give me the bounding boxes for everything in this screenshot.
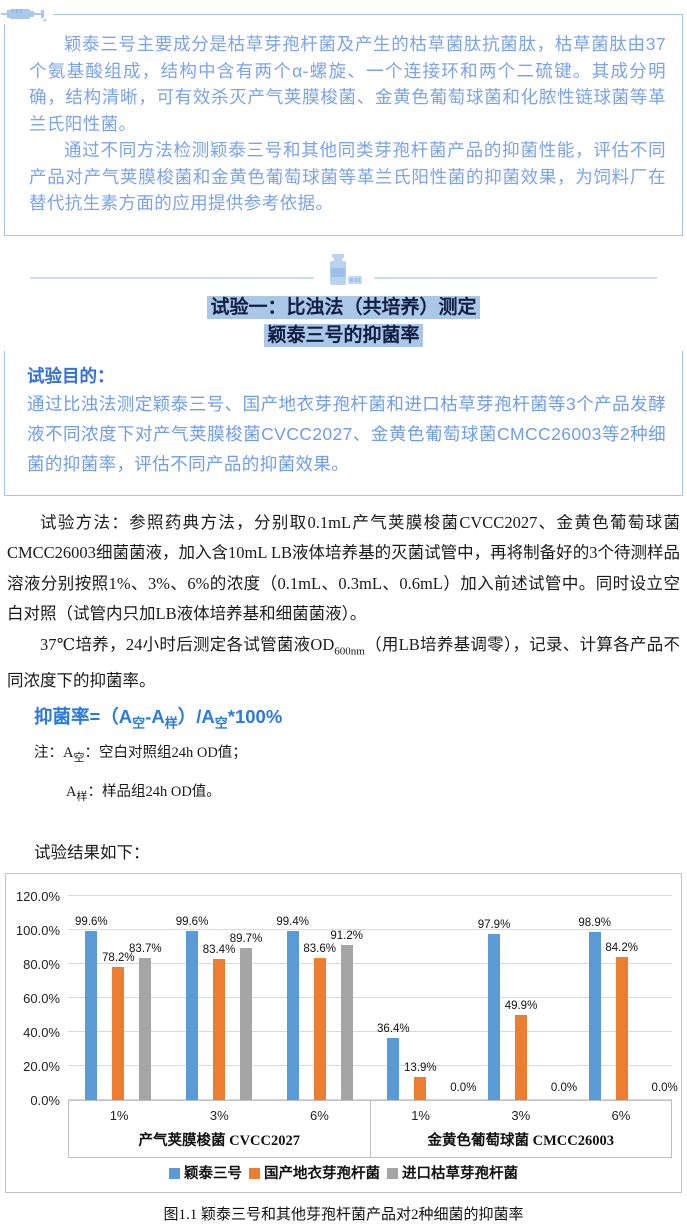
method-paragraph-2: 37℃培养，24小时后测定各试管菌液OD600nm（用LB培养基调零），记录、计… xyxy=(7,634,680,691)
gridline xyxy=(68,929,672,931)
bar-value-label: 49.9% xyxy=(504,1000,538,1013)
bar-value-label: 83.7% xyxy=(129,942,162,955)
gridline xyxy=(68,895,672,897)
figure-caption: 图1.1 颖泰三号和其他芽孢杆菌产品对2种细菌的抑菌率 xyxy=(163,1207,524,1224)
legend-swatch xyxy=(169,1168,180,1180)
chart-plot: 99.6% 99.6% 99.4% 36.4% 97.9% 98.9% 78.2% 83.4%… xyxy=(68,895,678,1101)
section-title-line-1: 试验一：比浊法（共培养）测定 xyxy=(0,294,687,322)
bar-value-label: 97.9% xyxy=(477,918,511,931)
purpose-label: 试验目的： xyxy=(27,365,115,386)
y-tick-label: 120.0% xyxy=(15,889,60,905)
chart-y-axis: 0.0% 20.0% 40.0% 60.0% 80.0% 100.0% 120.0% xyxy=(6,889,62,1108)
method-section: 试验方法：参照药典方法，分别取0.1mL产气荚膜梭菌CVCC2027、金黄色葡萄… xyxy=(7,508,680,697)
inhibition-rate-formula: 抑菌率=（A空-A样）/A空*100% xyxy=(34,705,283,731)
bar-国产地衣芽孢杆菌-5 xyxy=(615,957,628,1101)
legend-item: 颖泰三号 xyxy=(169,1162,242,1183)
x-tick-label: 6% xyxy=(310,1107,329,1123)
gridline xyxy=(68,963,672,965)
bar-value-label: 83.6% xyxy=(303,943,336,956)
syringe-icon xyxy=(1,6,53,24)
bar-进口枯草芽孢杆菌-2 xyxy=(340,945,353,1101)
inhibition-chart: 0.0% 20.0% 40.0% 60.0% 80.0% 100.0% 120.0% 99.… xyxy=(5,873,682,1194)
x-axis-group-cell: 1% 3% 6% 金黄色葡萄球菌 CMCC26003 xyxy=(371,1101,672,1157)
bar-value-label: 0.0% xyxy=(550,1082,578,1095)
bar-value-label: 91.2% xyxy=(330,930,363,943)
bar-value-label: 99.4% xyxy=(276,916,309,929)
legend-swatch xyxy=(249,1168,260,1180)
bar-value-label: 89.7% xyxy=(229,932,263,945)
x-tick-row: 1% 3% 6% xyxy=(371,1101,672,1129)
bar-value-label: 0.0% xyxy=(450,1082,477,1095)
bar-进口枯草芽孢杆菌-1 xyxy=(240,947,252,1101)
bar-颖泰三号-5 xyxy=(588,932,601,1101)
x-tick-label: 1% xyxy=(109,1107,129,1123)
section-divider xyxy=(0,250,687,294)
chart-x-axis: 1% 3% 6% 产气荚膜梭菌 CVCC2027 1% 3% 6% 金黄色葡萄球菌 CMCC2… xyxy=(68,1100,672,1159)
bar-颖泰三号-3 xyxy=(387,1038,400,1101)
x-tick-row: 1% 3% 6% xyxy=(69,1101,370,1129)
bar-国产地衣芽孢杆菌-2 xyxy=(313,958,326,1101)
y-tick-label: 100.0% xyxy=(15,923,60,939)
x-tick-label: 3% xyxy=(511,1107,531,1123)
y-tick-label: 80.0% xyxy=(23,957,60,973)
bar-value-label: 84.2% xyxy=(605,942,638,955)
legend-swatch xyxy=(387,1168,398,1180)
y-tick-label: 40.0% xyxy=(23,1025,60,1041)
bar-value-label: 0.0% xyxy=(651,1082,678,1095)
x-tick-label: 1% xyxy=(411,1107,430,1123)
x-axis-group-cell: 1% 3% 6% 产气荚膜梭菌 CVCC2027 xyxy=(69,1101,371,1158)
legend-item: 进口枯草芽孢杆菌 xyxy=(387,1162,518,1183)
note-blank-control: 注：A空：空白对照组24h OD值； xyxy=(34,745,247,765)
bacteria-group-label: 产气荚膜梭菌 CVCC2027 xyxy=(138,1133,300,1150)
bacteria-group-label: 金黄色葡萄球菌 CMCC26003 xyxy=(427,1133,614,1150)
bar-value-label: 13.9% xyxy=(404,1061,437,1074)
od-subscript: 600nm xyxy=(334,644,365,657)
bar-value-label: 36.4% xyxy=(377,1023,410,1036)
bar-颖泰三号-2 xyxy=(286,931,299,1101)
bar-国产地衣芽孢杆菌-0 xyxy=(112,967,125,1101)
bar-颖泰三号-0 xyxy=(85,930,98,1101)
y-tick-label: 0.0% xyxy=(30,1093,60,1109)
gridline xyxy=(68,1065,672,1067)
bar-value-label: 83.4% xyxy=(202,943,236,956)
gridline xyxy=(68,1099,672,1101)
intro-box: 颖泰三号主要成分是枯草芽孢杆菌及产生的枯草菌肽抗菌肽，枯草菌肽由37个氨基酸组成… xyxy=(1,6,683,236)
bar-国产地衣芽孢杆菌-3 xyxy=(414,1076,427,1101)
bar-进口枯草芽孢杆菌-0 xyxy=(139,957,152,1101)
purpose-box: 试验目的： 通过比浊法测定颖泰三号、国产地衣芽孢杆菌和进口枯草芽孢杆菌等3个产品… xyxy=(4,350,683,496)
bar-value-label: 99.6% xyxy=(75,915,108,928)
intro-paragraph-1: 颖泰三号主要成分是枯草芽孢杆菌及产生的枯草菌肽抗菌肽，枯草菌肽由37个氨基酸组成… xyxy=(29,34,666,134)
chart-legend: 颖泰三号 国产地衣芽孢杆菌 进口枯草芽孢杆菌 xyxy=(6,1162,681,1183)
y-tick-label: 20.0% xyxy=(23,1059,60,1075)
section-title-line-2: 颖泰三号的抑菌率 xyxy=(0,322,687,350)
method-paragraph-1: 试验方法：参照药典方法，分别取0.1mL产气荚膜梭菌CVCC2027、金黄色葡萄… xyxy=(7,512,680,624)
vial-icon xyxy=(313,251,374,292)
x-tick-label: 6% xyxy=(611,1107,631,1123)
bar-国产地衣芽孢杆菌-1 xyxy=(213,958,225,1101)
bar-value-label: 98.9% xyxy=(578,917,611,930)
bar-颖泰三号-4 xyxy=(488,933,500,1101)
note-sample: A样：样品组24h OD值。 xyxy=(66,784,221,804)
bar-value-label: 78.2% xyxy=(102,952,135,965)
results-label: 试验结果如下： xyxy=(34,843,150,863)
bar-value-label: 99.6% xyxy=(175,915,209,928)
intro-paragraph-2: 通过不同方法检测颖泰三号和其他同类芽孢杆菌产品的抑菌性能，评估不同产品对产气荚膜… xyxy=(29,140,666,213)
purpose-body: 通过比浊法测定颖泰三号、国产地衣芽孢杆菌和进口枯草芽孢杆菌等3个产品发酵液不同浓… xyxy=(27,393,666,474)
gridline xyxy=(68,1031,672,1033)
x-tick-label: 3% xyxy=(209,1107,229,1123)
bar-颖泰三号-1 xyxy=(186,930,198,1101)
y-tick-label: 60.0% xyxy=(23,991,60,1007)
bar-国产地衣芽孢杆菌-4 xyxy=(515,1015,527,1101)
gridline xyxy=(68,997,672,999)
legend-item: 国产地衣芽孢杆菌 xyxy=(249,1162,380,1183)
